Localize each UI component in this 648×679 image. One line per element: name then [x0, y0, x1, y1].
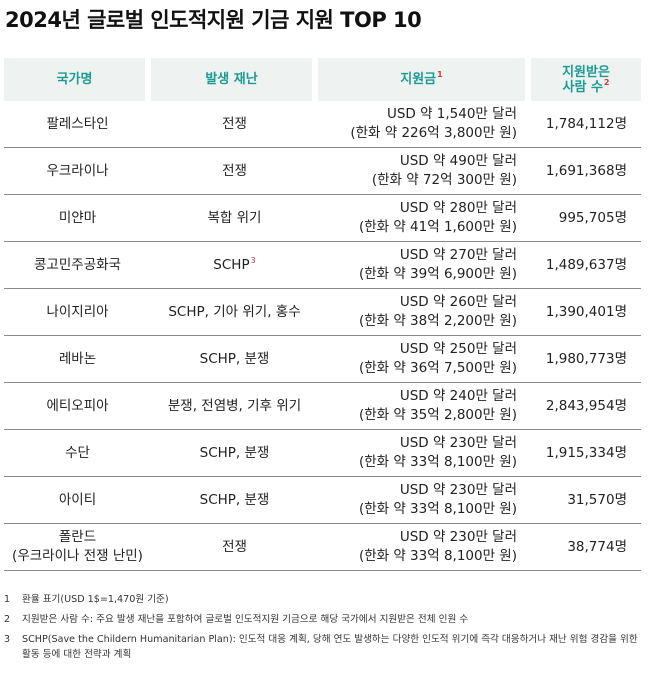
country-cell: 콩고민주공화국	[4, 242, 151, 289]
people-cell: 1,784,112명	[531, 101, 641, 148]
table-header-row: 국가명 발생 재난 지원금1 지원받은 사람 수2	[4, 58, 641, 101]
table-row: 레바논 SCHP, 분쟁 USD 약 250만 달러 (한화 약 36억 7,500만…	[4, 336, 641, 383]
table-row: 아이티 SCHP, 분쟁 USD 약 230만 달러 (한화 약 33억 8,100만…	[4, 477, 641, 524]
footnote-number: 2	[4, 614, 11, 625]
disaster-cell: 전쟁	[151, 101, 318, 148]
table-row: 우크라이나 전쟁 USD 약 490만 달러 (한화 약 72억 300만 원) 1,6…	[4, 148, 641, 195]
header-disaster: 발생 재난	[151, 58, 318, 101]
footnote-ref-2: 2	[603, 77, 610, 87]
people-cell: 995,705명	[531, 195, 641, 242]
disaster-cell: SCHP, 분쟁	[151, 336, 318, 383]
table-row: 팔레스타인 전쟁 USD 약 1,540만 달러 (한화 약 226억 3,800만 …	[4, 101, 641, 148]
table-row: 나이지리아 SCHP, 기아 위기, 홍수 USD 약 260만 달러 (한화 약 3…	[4, 289, 641, 336]
footnote-number: 3	[4, 634, 11, 645]
disaster-cell: SCHP, 분쟁	[151, 430, 318, 477]
amount-cell: USD 약 250만 달러 (한화 약 36억 7,500만 원)	[318, 336, 531, 383]
people-cell: 31,570명	[531, 477, 641, 524]
disaster-cell: SCHP3	[151, 242, 318, 289]
amount-cell: USD 약 1,540만 달러 (한화 약 226억 3,800만 원)	[318, 101, 531, 148]
country-cell: 레바논	[4, 336, 151, 383]
amount-cell: USD 약 260만 달러 (한화 약 38억 2,200만 원)	[318, 289, 531, 336]
support-table: 국가명 발생 재난 지원금1 지원받은 사람 수2 팔레스타인 전쟁 USD 약 1,…	[4, 58, 641, 571]
people-cell: 2,843,954명	[531, 383, 641, 430]
country-cell: 수단	[4, 430, 151, 477]
amount-cell: USD 약 230만 달러 (한화 약 33억 8,100만 원)	[318, 477, 531, 524]
people-cell: 1,691,368명	[531, 148, 641, 195]
people-cell: 38,774명	[531, 524, 641, 571]
country-cell: 아이티	[4, 477, 151, 524]
footnote-item: 3 SCHP(Save the Childern Humanitarian Pla…	[4, 632, 640, 662]
footnote-ref-3: 3	[250, 255, 256, 265]
page-title: 2024년 글로벌 인도적지원 기금 지원 TOP 10	[5, 8, 422, 32]
table-row: 수단 SCHP, 분쟁 USD 약 230만 달러 (한화 약 33억 8,100만 …	[4, 430, 641, 477]
table-row: 에티오피아 분쟁, 전염병, 기후 위기 USD 약 240만 달러 (한화 약 35…	[4, 383, 641, 430]
disaster-cell: SCHP, 분쟁	[151, 477, 318, 524]
disaster-cell: 전쟁	[151, 524, 318, 571]
people-cell: 1,980,773명	[531, 336, 641, 383]
footnote-ref-1: 1	[437, 70, 443, 79]
country-cell: 나이지리아	[4, 289, 151, 336]
footnote-text: SCHP(Save the Childern Humanitarian Plan…	[22, 634, 638, 660]
country-cell: 우크라이나	[4, 148, 151, 195]
amount-cell: USD 약 270만 달러 (한화 약 39억 6,900만 원)	[318, 242, 531, 289]
amount-cell: USD 약 230만 달러 (한화 약 33억 8,100만 원)	[318, 524, 531, 571]
footnote-item: 1 환율 표기(USD 1$=1,470원 기준)	[4, 592, 640, 607]
table-row: 콩고민주공화국 SCHP3 USD 약 270만 달러 (한화 약 39억 6,900…	[4, 242, 641, 289]
country-cell: 에티오피아	[4, 383, 151, 430]
disaster-cell: SCHP, 기아 위기, 홍수	[151, 289, 318, 336]
footnote-item: 2 지원받은 사람 수: 주요 발생 재난을 포함하여 글로벌 인도적지원 기금으…	[4, 612, 640, 627]
amount-cell: USD 약 490만 달러 (한화 약 72억 300만 원)	[318, 148, 531, 195]
people-cell: 1,915,334명	[531, 430, 641, 477]
table-row: 미얀마 복합 위기 USD 약 280만 달러 (한화 약 41억 1,600만 원)…	[4, 195, 641, 242]
amount-cell: USD 약 230만 달러 (한화 약 33억 8,100만 원)	[318, 430, 531, 477]
country-cell: 팔레스타인	[4, 101, 151, 148]
disaster-cell: 복합 위기	[151, 195, 318, 242]
amount-cell: USD 약 240만 달러 (한화 약 35억 2,800만 원)	[318, 383, 531, 430]
footnote-text: 환율 표기(USD 1$=1,470원 기준)	[22, 594, 169, 605]
amount-cell: USD 약 280만 달러 (한화 약 41억 1,600만 원)	[318, 195, 531, 242]
people-cell: 1,489,637명	[531, 242, 641, 289]
disaster-cell: 전쟁	[151, 148, 318, 195]
header-country: 국가명	[4, 58, 151, 101]
footnote-number: 1	[4, 594, 11, 605]
country-cell: 폴란드 (우크라이나 전쟁 난민)	[4, 524, 151, 571]
table-row: 폴란드 (우크라이나 전쟁 난민) 전쟁 USD 약 230만 달러 (한화 약 33억…	[4, 524, 641, 571]
footnote-text: 지원받은 사람 수: 주요 발생 재난을 포함하여 글로벌 인도적지원 기금으로…	[22, 614, 469, 625]
footnotes: 1 환율 표기(USD 1$=1,470원 기준) 2 지원받은 사람 수: 주요 발…	[4, 592, 640, 667]
header-people: 지원받은 사람 수2	[531, 58, 641, 101]
country-cell: 미얀마	[4, 195, 151, 242]
people-cell: 1,390,401명	[531, 289, 641, 336]
header-amount: 지원금1	[318, 58, 531, 101]
disaster-cell: 분쟁, 전염병, 기후 위기	[151, 383, 318, 430]
